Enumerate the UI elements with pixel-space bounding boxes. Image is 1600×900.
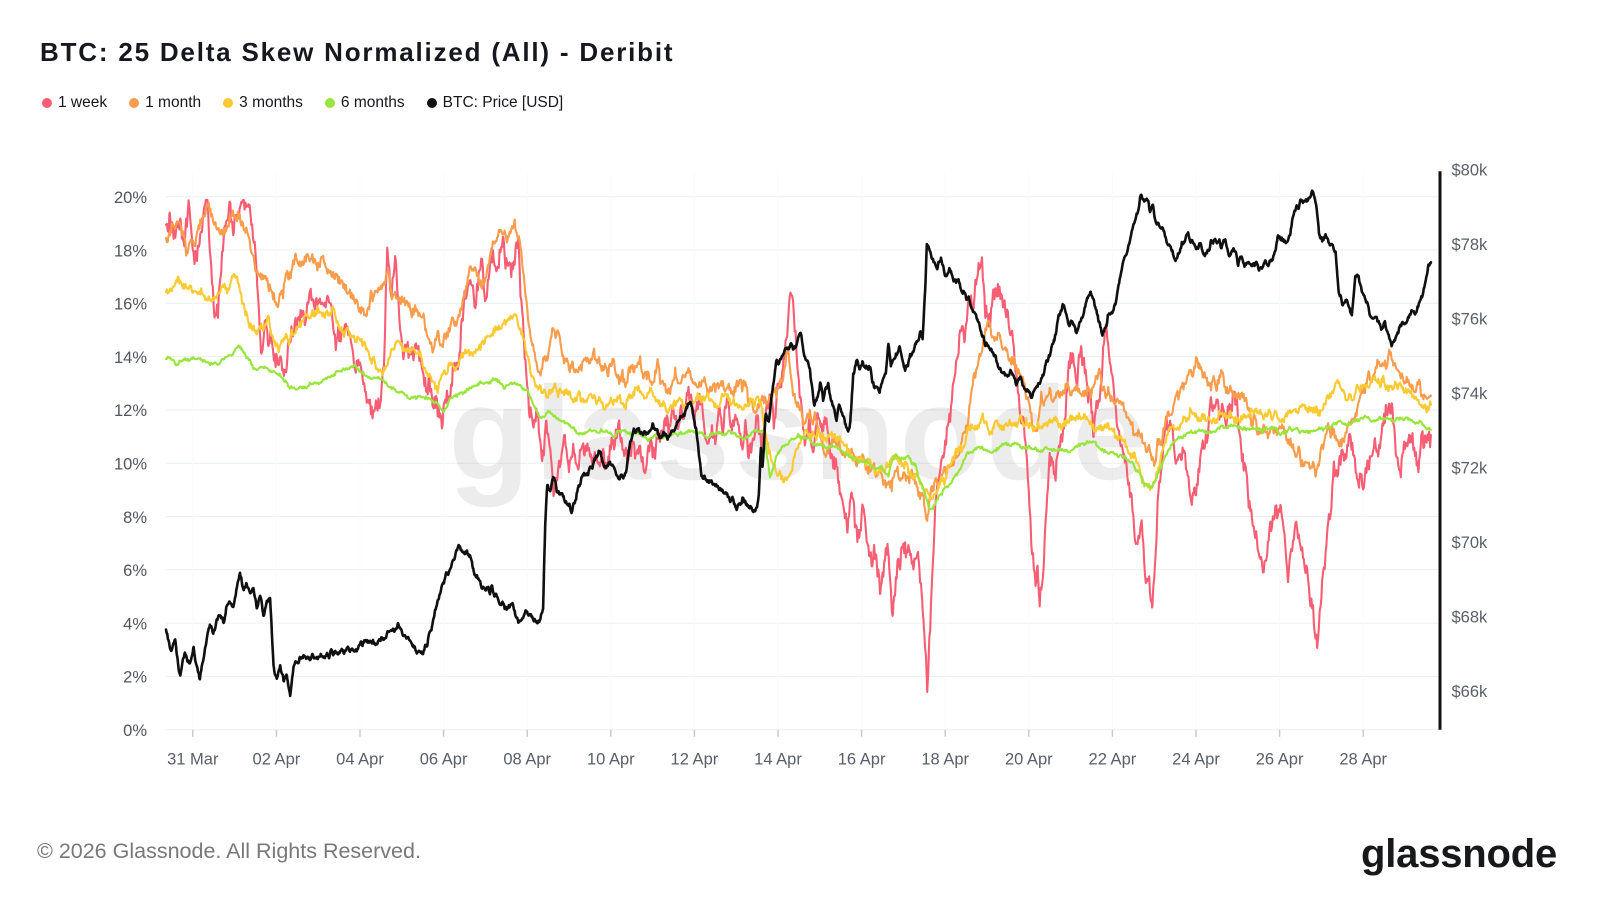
svg-text:$66k: $66k xyxy=(1452,683,1489,701)
svg-text:12%: 12% xyxy=(114,402,147,420)
svg-text:12 Apr: 12 Apr xyxy=(671,751,719,769)
svg-text:20%: 20% xyxy=(114,189,147,207)
svg-text:10%: 10% xyxy=(114,456,147,474)
svg-text:4%: 4% xyxy=(123,615,147,633)
svg-text:06 Apr: 06 Apr xyxy=(420,751,468,769)
svg-text:08 Apr: 08 Apr xyxy=(503,751,551,769)
svg-text:31 Mar: 31 Mar xyxy=(167,751,219,769)
svg-text:26 Apr: 26 Apr xyxy=(1256,751,1304,769)
svg-text:$78k: $78k xyxy=(1452,236,1489,254)
svg-text:24 Apr: 24 Apr xyxy=(1172,751,1220,769)
svg-text:18 Apr: 18 Apr xyxy=(921,751,969,769)
svg-text:$74k: $74k xyxy=(1452,385,1489,403)
svg-text:$72k: $72k xyxy=(1452,460,1489,478)
svg-text:$80k: $80k xyxy=(1452,162,1489,180)
svg-text:16%: 16% xyxy=(114,296,147,314)
svg-text:0%: 0% xyxy=(123,722,147,740)
svg-text:14 Apr: 14 Apr xyxy=(754,751,802,769)
svg-text:04 Apr: 04 Apr xyxy=(336,751,384,769)
svg-text:28 Apr: 28 Apr xyxy=(1339,751,1387,769)
svg-text:6%: 6% xyxy=(123,562,147,580)
svg-text:18%: 18% xyxy=(114,242,147,260)
svg-text:8%: 8% xyxy=(123,509,147,527)
svg-text:02 Apr: 02 Apr xyxy=(253,751,301,769)
svg-text:$70k: $70k xyxy=(1452,534,1489,552)
svg-text:2%: 2% xyxy=(123,669,147,687)
svg-text:22 Apr: 22 Apr xyxy=(1089,751,1137,769)
svg-text:10 Apr: 10 Apr xyxy=(587,751,635,769)
svg-text:16 Apr: 16 Apr xyxy=(838,751,886,769)
svg-text:14%: 14% xyxy=(114,349,147,367)
svg-text:20 Apr: 20 Apr xyxy=(1005,751,1053,769)
svg-text:$68k: $68k xyxy=(1452,609,1489,627)
svg-text:$76k: $76k xyxy=(1452,311,1489,329)
